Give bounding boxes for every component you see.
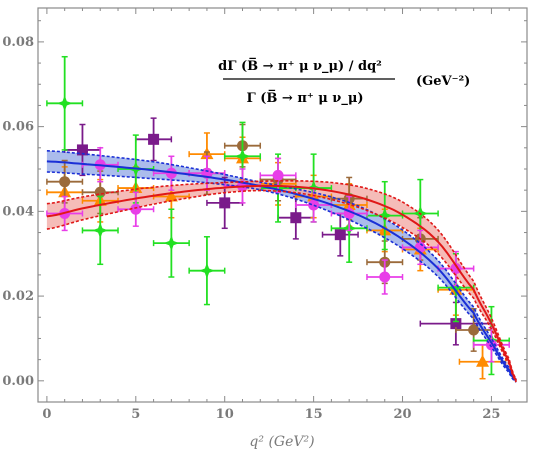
- triangle-marker: [476, 354, 490, 367]
- blue-fit-curve: [46, 160, 517, 382]
- y-tick-label: 0.00: [2, 374, 34, 389]
- y-tick-label: 0.08: [2, 35, 34, 50]
- blue-band-lower: [46, 171, 517, 383]
- star-marker: [447, 279, 464, 296]
- plot-frame: [37, 7, 528, 403]
- fit-curves: [46, 150, 518, 383]
- circle-marker: [379, 271, 391, 283]
- circle-marker: [308, 199, 320, 211]
- circle-marker: [468, 324, 480, 336]
- axis-ticks: 0 5 10 15 20 25 0.00 0.02 0.04 0.06 0.08: [2, 8, 527, 422]
- star-marker: [92, 222, 109, 239]
- x-tick-label: 5: [131, 407, 140, 422]
- circle-marker: [130, 203, 142, 215]
- x-tick-label: 20: [393, 407, 411, 422]
- square-marker: [450, 318, 462, 330]
- magenta-data-point: [437, 250, 475, 287]
- star-marker: [234, 148, 251, 165]
- red-band-lower: [46, 189, 517, 383]
- green-data-point: [81, 195, 119, 266]
- star-marker: [376, 207, 393, 224]
- purple-data-point: [135, 117, 173, 162]
- green-data-point: [188, 236, 226, 306]
- red-band-upper: [46, 180, 517, 380]
- x-axis-label: q² (GeV²): [249, 434, 314, 450]
- star-marker: [163, 235, 180, 252]
- circle-marker: [59, 176, 71, 188]
- square-marker: [76, 144, 88, 156]
- star-marker: [56, 95, 73, 112]
- magenta-data-point: [295, 187, 333, 223]
- data-points: [46, 55, 510, 380]
- formula-unit: (GeV⁻²): [416, 74, 470, 89]
- blue-band-upper: [46, 150, 517, 381]
- purple-data-point: [321, 212, 359, 257]
- x-tick-label: 10: [216, 407, 234, 422]
- square-marker: [290, 212, 302, 224]
- formula-numerator: dΓ (B̅ → π⁺ μ ν_μ) / dq²: [218, 57, 382, 74]
- y-tick-label: 0.02: [2, 289, 34, 304]
- magenta-data-point: [366, 259, 404, 295]
- formula-denominator: Γ (B̅ → π⁺ μ ν_μ): [247, 89, 364, 106]
- x-tick-label: 15: [305, 407, 323, 422]
- x-tick-label: 25: [482, 407, 500, 422]
- green-data-point: [152, 208, 190, 278]
- orange-data-point: [458, 344, 507, 380]
- y-tick-label: 0.06: [2, 120, 34, 135]
- y-tick-label: 0.04: [2, 204, 34, 219]
- square-marker: [148, 133, 160, 145]
- triangle-marker: [164, 189, 178, 202]
- square-marker: [334, 229, 346, 241]
- x-tick-label: 0: [42, 407, 51, 422]
- circle-marker: [272, 169, 284, 181]
- formula-annotation: dΓ (B̅ → π⁺ μ ν_μ) / dq² Γ (B̅ → π⁺ μ ν_…: [218, 57, 470, 106]
- magenta-data-point: [472, 327, 510, 363]
- green-data-point: [366, 180, 404, 251]
- square-marker: [219, 197, 231, 209]
- green-data-point: [46, 55, 84, 151]
- star-marker: [198, 262, 215, 279]
- red-fit-curve: [46, 184, 518, 382]
- circle-marker: [450, 263, 462, 275]
